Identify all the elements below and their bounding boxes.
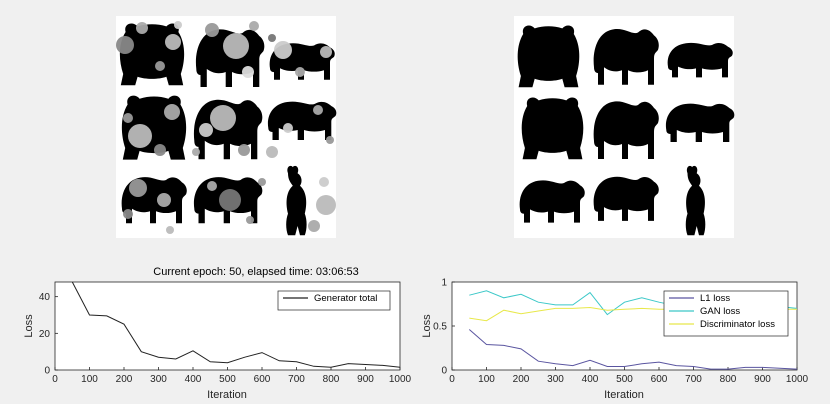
- x-tick-label: 800: [323, 374, 340, 385]
- loss-components-chart: 0 100 200 300 400 500 600 700 800 900 1000 0 0.5 1 I…: [421, 278, 809, 402]
- x-tick-label: 1000: [389, 374, 412, 385]
- x-tick-label: 900: [754, 374, 771, 385]
- x-tick-label: 200: [513, 374, 530, 385]
- generator-loss-chart: 0 100 200 300 400 500 600 700 800 900 1000 0 20 40 I…: [23, 281, 412, 401]
- x-tick-label: 500: [616, 374, 633, 385]
- x-axis-label: Iteration: [207, 389, 247, 401]
- x-tick-label: 300: [150, 374, 167, 385]
- x-tick-label: 0: [449, 374, 455, 385]
- legend-entry: L1 loss: [700, 293, 730, 304]
- x-tick-label: 700: [288, 374, 305, 385]
- x-tick-label: 1000: [786, 374, 809, 385]
- y-tick-label: 40: [39, 292, 51, 303]
- series-line-0: [468, 329, 798, 370]
- legend: L1 loss GAN loss Discriminator loss: [663, 290, 789, 337]
- y-tick-label: 0: [441, 366, 447, 377]
- x-tick-label: 400: [582, 374, 599, 385]
- legend-entry: Generator total: [314, 293, 377, 304]
- y-tick-label: 1: [441, 278, 447, 289]
- training-title: Current epoch: 50, elapsed time: 03:06:5…: [153, 266, 358, 278]
- x-tick-label: 100: [81, 374, 98, 385]
- x-tick-label: 0: [52, 374, 58, 385]
- target-image-panel: [514, 16, 735, 238]
- y-tick-label: 0: [44, 366, 50, 377]
- x-tick-label: 100: [478, 374, 495, 385]
- x-tick-label: 500: [219, 374, 236, 385]
- y-tick-label: 0.5: [433, 322, 447, 333]
- legend: Generator total: [277, 290, 391, 311]
- x-tick-label: 600: [254, 374, 271, 385]
- y-axis-label: Loss: [421, 314, 433, 338]
- x-tick-label: 600: [651, 374, 668, 385]
- x-tick-label: 700: [685, 374, 702, 385]
- legend-box: [277, 290, 391, 311]
- legend-entry: GAN loss: [700, 306, 740, 317]
- series-line-0: [71, 281, 401, 368]
- y-axis-label: Loss: [23, 314, 35, 338]
- x-tick-label: 300: [547, 374, 564, 385]
- generated-image-panel: [116, 16, 337, 238]
- legend-entry: Discriminator loss: [700, 319, 775, 330]
- x-tick-label: 800: [720, 374, 737, 385]
- x-axis-label: Iteration: [604, 389, 644, 401]
- x-tick-label: 400: [185, 374, 202, 385]
- x-tick-label: 900: [357, 374, 374, 385]
- x-tick-label: 200: [116, 374, 133, 385]
- y-tick-label: 20: [39, 329, 51, 340]
